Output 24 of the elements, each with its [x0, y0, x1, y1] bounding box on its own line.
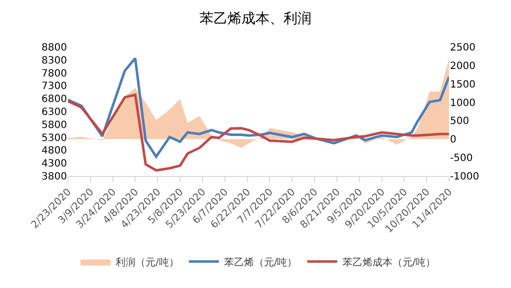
legend-label: 利润（元/吨） [116, 256, 179, 268]
y-tick-label: 4300 [42, 158, 67, 170]
y2-tick-label: 2000 [450, 60, 476, 72]
y-tick-label: 3800 [42, 172, 67, 182]
y-tick-label: 4800 [42, 146, 67, 157]
y-tick-label: 7800 [42, 68, 67, 80]
y2-tick-label: 0 [450, 134, 456, 146]
y-tick-label: 5300 [42, 132, 67, 144]
legend-label: 苯乙烯成本（元/吨） [342, 256, 436, 268]
y2-tick-label: 1500 [450, 79, 476, 90]
y2-tick-label: -500 [450, 153, 473, 164]
y-tick-label: 6800 [42, 94, 67, 106]
line-series [68, 93, 449, 172]
y-tick-label: 6300 [42, 107, 67, 118]
y2-tick-label: 500 [450, 116, 470, 128]
y-tick-label: 8800 [42, 42, 67, 54]
y2-tick-label: -1000 [450, 172, 480, 182]
y-tick-label: 5800 [42, 120, 67, 131]
legend-label: 苯乙烯（元/吨） [224, 256, 298, 268]
chart-title: 苯乙烯成本、利润 [200, 10, 312, 27]
y-tick-label: 8300 [42, 55, 67, 66]
y2-tick-label: 1000 [450, 98, 476, 109]
y-tick-label: 7300 [42, 81, 67, 92]
y2-tick-label: 2500 [450, 42, 476, 54]
